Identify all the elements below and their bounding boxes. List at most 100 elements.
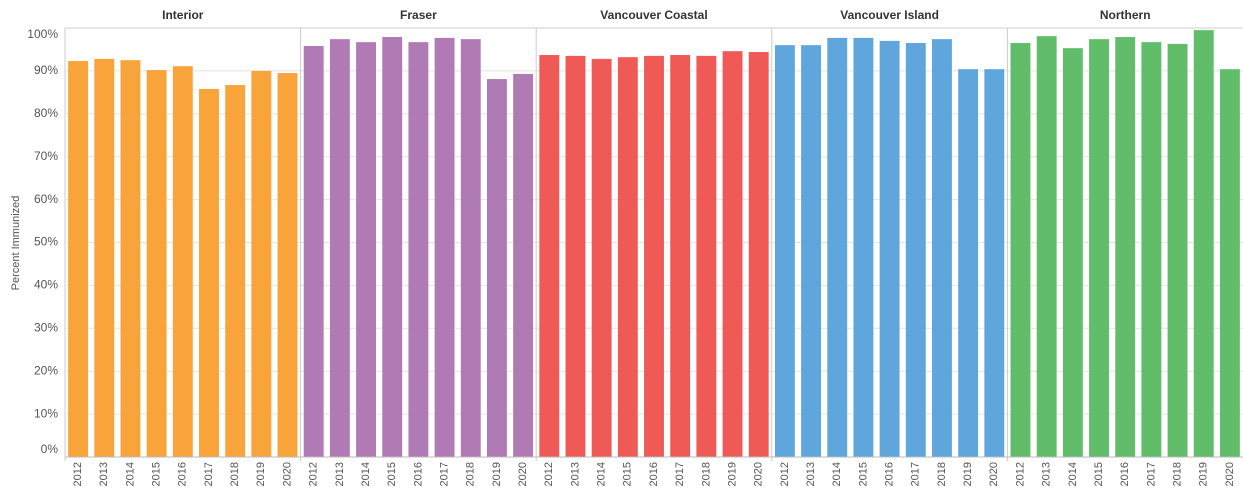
x-tick-label: 2016 [648,462,660,486]
x-tick-label: 2013 [805,462,817,486]
bar [199,88,219,457]
x-tick-label: 2020 [1224,462,1236,486]
x-tick-label: 2019 [255,462,267,486]
bar [1062,48,1083,458]
x-tick-label: 2018 [700,462,712,486]
x-tick-label: 2014 [124,462,136,486]
x-tick-label: 2018 [465,462,477,486]
x-tick-label: 2016 [884,462,896,486]
bar [486,79,507,458]
bar [434,37,455,457]
x-tick-label: 2019 [962,462,974,486]
bar [120,60,141,458]
bar [303,46,324,457]
y-tick-label: 70% [34,149,58,163]
bar [1193,30,1214,458]
x-tick-label: 2014 [1067,462,1079,486]
x-tick-label: 2013 [569,462,581,486]
bar [644,55,664,457]
x-tick-label: 2019 [491,462,503,486]
x-tick-label: 2017 [910,462,922,486]
bar [879,40,900,458]
x-tick-label: 2020 [988,462,1000,486]
x-tick-label: 2018 [1171,462,1183,486]
bar [251,70,272,458]
bar [696,55,717,457]
x-tick-label: 2016 [412,462,424,486]
bar [853,37,874,457]
x-tick-label: 2015 [857,462,869,486]
panel-title: Fraser [400,8,437,22]
bar [225,85,246,457]
bar [382,37,403,457]
x-tick-label: 2017 [203,462,215,486]
x-tick-label: 2012 [543,462,555,486]
y-tick-label: 50% [34,235,58,249]
x-tick-label: 2017 [1145,462,1157,486]
y-tick-label: 40% [34,278,58,292]
x-tick-label: 2013 [1041,462,1053,486]
x-tick-label: 2015 [151,462,163,486]
y-tick-label: 0% [41,442,59,456]
x-tick-label: 2012 [72,462,84,486]
bar [1010,43,1031,457]
x-tick-label: 2018 [229,462,241,486]
x-tick-label: 2020 [281,462,293,486]
y-tick-label: 90% [34,63,58,77]
y-tick-label: 20% [34,363,58,377]
bar [1219,69,1240,458]
x-tick-label: 2015 [386,462,398,486]
x-tick-label: 2015 [622,462,634,486]
bar [827,37,848,457]
bar [617,57,638,458]
bar [94,58,115,457]
panel-title: Interior [162,8,204,22]
y-axis-label: Percent Immunized [10,196,22,291]
bar [958,69,979,458]
bar [1167,43,1188,458]
x-tick-label: 2016 [1119,462,1131,486]
x-tick-label: 2017 [438,462,450,486]
x-tick-label: 2020 [753,462,765,486]
bar [565,55,586,457]
x-tick-label: 2012 [779,462,791,486]
x-tick-label: 2018 [936,462,948,486]
x-tick-label: 2017 [674,462,686,486]
bar [277,73,298,458]
panel-title: Northern [1100,8,1151,22]
x-tick-label: 2019 [1198,462,1210,486]
panel-title: Vancouver Island [840,8,939,22]
bar [146,70,167,458]
x-tick-label: 2014 [360,462,372,486]
bar [1036,36,1057,457]
bar [68,61,89,458]
bar [591,58,612,457]
x-tick-label: 2014 [831,462,843,486]
bar [356,42,376,457]
y-tick-label: 80% [34,106,58,120]
bar [513,73,534,457]
x-tick-label: 2019 [726,462,738,486]
y-tick-label: 30% [34,320,58,334]
panel-title: Vancouver Coastal [600,8,707,22]
x-tick-label: 2013 [334,462,346,486]
bar [905,43,926,457]
x-tick-label: 2020 [517,462,529,486]
bar [748,52,769,458]
x-tick-label: 2016 [177,462,189,486]
bar [801,45,822,457]
bar [408,42,429,457]
bar [774,45,795,457]
bar [670,55,691,457]
x-tick-label: 2015 [1093,462,1105,486]
x-tick-label: 2012 [308,462,320,486]
bar [984,69,1005,458]
bar [722,51,743,457]
bar [1115,37,1136,457]
y-tick-label: 60% [34,192,58,206]
x-tick-label: 2013 [98,462,110,486]
bar [172,66,193,457]
x-tick-label: 2014 [596,462,608,486]
bar [1089,39,1109,458]
